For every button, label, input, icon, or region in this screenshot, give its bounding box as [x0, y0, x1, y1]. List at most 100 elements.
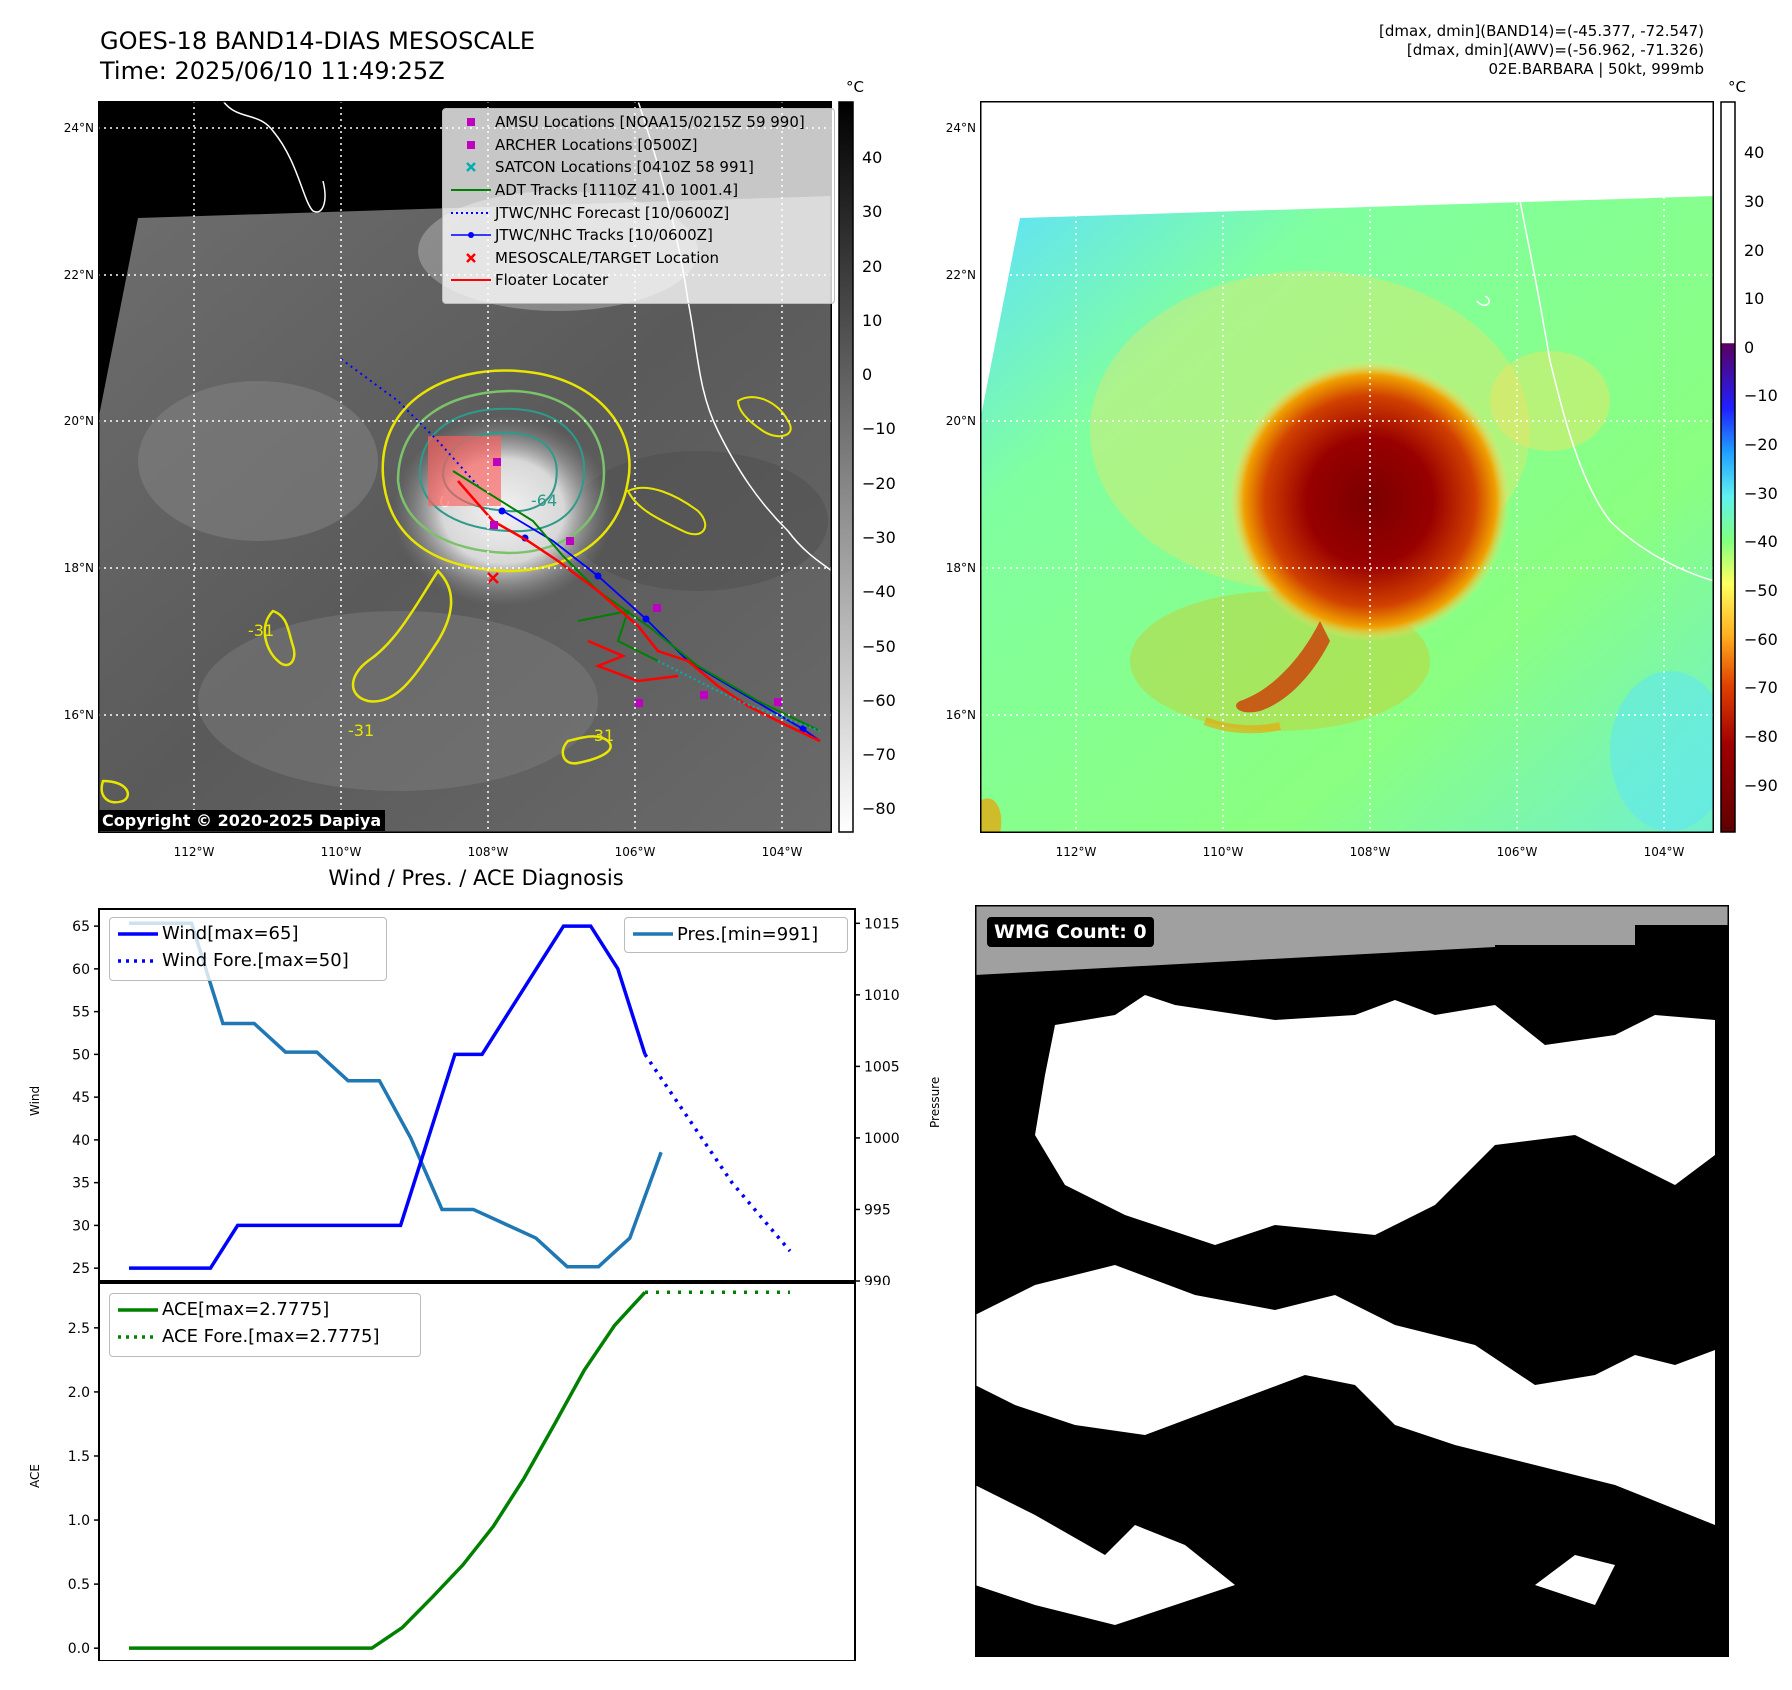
wind-tick-label: 30: [72, 1218, 90, 1234]
legend-label-archer: ARCHER Locations [0500Z]: [495, 135, 698, 154]
title-line-1: GOES-18 BAND14-DIAS MESOSCALE: [100, 27, 536, 55]
legend-label-floater: Floater Locater: [495, 271, 609, 290]
adt-track: [452, 470, 821, 732]
wv-lon-108: 108°W: [1350, 845, 1391, 859]
figure-title: GOES-18 BAND14-DIAS MESOSCALE Time: 2025…: [100, 26, 535, 86]
wind-tick-label: 35: [72, 1176, 90, 1192]
contour-yellow: [381, 369, 631, 573]
floater-locater-track: [457, 480, 821, 743]
legend-item-adt: ADT Tracks [1110Z 41.0 1001.4]: [447, 179, 830, 202]
ace-legend: ACE[max=2.7775] ACE Fore.[max=2.7775]: [109, 1293, 421, 1357]
legend-item-ace: ACE[max=2.7775]: [114, 1296, 416, 1323]
ir-cbar-tick-40: 40: [862, 148, 882, 167]
wv-cbar-tick-m10: −10: [1744, 386, 1778, 405]
wmg-mask-panel: [975, 905, 1729, 1657]
contour-label-1: -31: [248, 621, 274, 640]
ir-lat-24: 24°N: [64, 121, 94, 135]
target-marker: [487, 572, 499, 584]
wv-colorbar: 40 30 20 10 0 −10 −20 −30 −40 −50 −60 −7…: [1720, 101, 1778, 833]
wv-cbar-tick-m30: −30: [1744, 484, 1778, 503]
legend-item-ace-fore: ACE Fore.[max=2.7775]: [114, 1323, 416, 1350]
ir-colorbar-unit: °C: [846, 78, 864, 96]
legend-label-amsu: AMSU Locations [NOAA15/0215Z 59 990]: [495, 113, 805, 132]
ace-tick-label: 1.5: [68, 1449, 90, 1465]
ir-coastline: [222, 101, 326, 213]
pressure-legend: Pres.[min=991]: [624, 917, 848, 953]
legend-label-adt: ADT Tracks [1110Z 41.0 1001.4]: [495, 181, 739, 200]
info-line-1: [dmax, dmin](BAND14)=(-45.377, -72.547): [1379, 22, 1704, 40]
ir-lat-18: 18°N: [64, 561, 94, 575]
wind-tick-label: 55: [72, 1005, 90, 1021]
wv-core: [1230, 361, 1510, 641]
wind-tick-label: 50: [72, 1047, 90, 1063]
wind-legend: Wind[max=65] Wind Fore.[max=50]: [109, 917, 387, 981]
wv-lon-110: 110°W: [1203, 845, 1244, 859]
legend-label-ace: ACE[max=2.7775]: [162, 1299, 330, 1320]
ace-tick-label: 2.0: [68, 1385, 90, 1401]
copyright-label: Copyright © 2020-2025 Dapiya: [98, 810, 386, 831]
ace-tick-label: 2.5: [68, 1321, 90, 1337]
ace-series-line: [129, 1291, 647, 1650]
wv-cbar-tick-m90: −90: [1744, 776, 1778, 795]
legend-label-tracks: JTWC/NHC Tracks [10/0600Z]: [495, 226, 713, 245]
legend-item-archer: ARCHER Locations [0500Z]: [447, 134, 830, 157]
wind-tick-label: 25: [72, 1261, 90, 1277]
floater-box: [428, 436, 501, 506]
pressure-tick-label: 1005: [864, 1059, 900, 1075]
ace-tick-label: 0.0: [68, 1641, 90, 1657]
title-line-2: Time: 2025/06/10 11:49:25Z: [100, 57, 445, 85]
ir-cbar-tick-10: 10: [862, 311, 882, 330]
ir-cbar-tick-0: 0: [862, 365, 872, 384]
legend-label-target: MESOSCALE/TARGET Location: [495, 248, 720, 267]
wv-gridlines: [980, 101, 1714, 833]
pressure-tick-label: 990: [864, 1274, 891, 1285]
wv-cbar-tick-20: 20: [1744, 241, 1764, 260]
wv-lon-labels: 112°W 110°W 108°W 106°W 104°W: [1056, 845, 1685, 859]
legend-item-wind: Wind[max=65]: [114, 920, 382, 947]
wv-cbar-tick-10: 10: [1744, 289, 1764, 308]
wv-cbar-tick-m20: −20: [1744, 435, 1778, 454]
wv-cbar-tick-m40: −40: [1744, 532, 1778, 551]
wmg-nodata: [975, 905, 1729, 975]
legend-label-wind: Wind[max=65]: [162, 923, 299, 944]
contour-label-3: -31: [588, 726, 614, 745]
ir-cbar-tick-20: 20: [862, 257, 882, 276]
wv-lat-labels: 24°N 22°N 20°N 18°N 16°N: [946, 121, 976, 722]
ir-lon-112: 112°W: [174, 845, 215, 859]
legend-item-wind-fore: Wind Fore.[max=50]: [114, 947, 382, 974]
wv-cbar-tick-m60: −60: [1744, 630, 1778, 649]
legend-item-amsu: AMSU Locations [NOAA15/0215Z 59 990]: [447, 111, 830, 134]
wv-cbar-tick-30: 30: [1744, 192, 1764, 211]
legend-item-pres: Pres.[min=991]: [629, 919, 843, 949]
wmg-region-north: [1035, 995, 1715, 1245]
diagnosis-title: Wind / Pres. / ACE Diagnosis: [328, 866, 624, 890]
ir-cbar-tick-m30: −30: [862, 528, 896, 547]
wind-series-line: [129, 924, 647, 1270]
wind-tick-label: 40: [72, 1133, 90, 1149]
ir-cbar-tick-m60: −60: [862, 691, 896, 710]
ir-lon-labels: 112°W 110°W 108°W 106°W 104°W: [174, 845, 803, 859]
ir-cbar-tick-m20: −20: [862, 474, 896, 493]
wv-cbar-tick-m50: −50: [1744, 581, 1778, 600]
wv-cbar-tick-0: 0: [1744, 338, 1754, 357]
wv-lat-22: 22°N: [946, 268, 976, 282]
wv-lat-18: 18°N: [946, 561, 976, 575]
ir-lon-108: 108°W: [468, 845, 509, 859]
info-line-2: [dmax, dmin](AWV)=(-56.962, -71.326): [1406, 41, 1704, 59]
wmg-region-middle: [975, 1265, 1715, 1525]
archer-marker: [493, 458, 501, 466]
wv-cbar-tick-40: 40: [1744, 143, 1764, 162]
wv-lon-106: 106°W: [1497, 845, 1538, 859]
wv-cbar-tick-m70: −70: [1744, 678, 1778, 697]
ir-lat-22: 22°N: [64, 268, 94, 282]
ir-cbar-tick-m40: −40: [862, 582, 896, 601]
legend-label-wind-fore: Wind Fore.[max=50]: [162, 950, 349, 971]
wv-coastline: [1517, 190, 1714, 582]
contour-label-2: -31: [348, 721, 374, 740]
legend-item-tracks: JTWC/NHC Tracks [10/0600Z]: [447, 224, 830, 247]
storm-info: [dmax, dmin](BAND14)=(-45.377, -72.547) …: [1379, 22, 1704, 79]
ir-cbar-tick-30: 30: [862, 202, 882, 221]
ir-lat-labels: 24°N 22°N 20°N 18°N 16°N: [64, 121, 94, 722]
ir-lat-20: 20°N: [64, 414, 94, 428]
ir-cbar-tick-m80: −80: [862, 799, 896, 818]
